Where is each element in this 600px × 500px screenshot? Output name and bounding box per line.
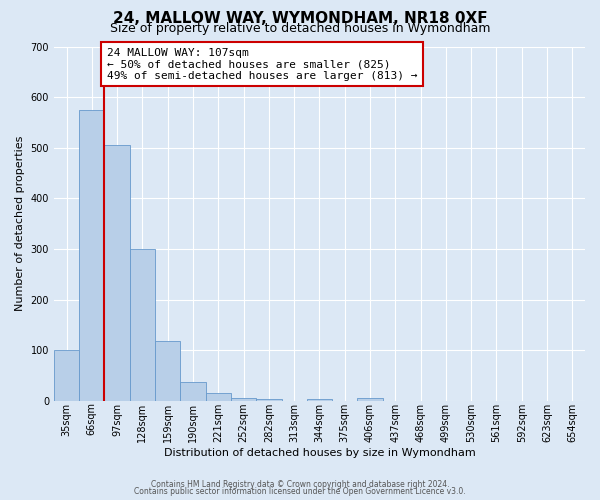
Bar <box>79 110 104 401</box>
Text: 24, MALLOW WAY, WYMONDHAM, NR18 0XF: 24, MALLOW WAY, WYMONDHAM, NR18 0XF <box>113 11 487 26</box>
Text: Size of property relative to detached houses in Wymondham: Size of property relative to detached ho… <box>110 22 490 35</box>
Bar <box>104 146 130 401</box>
Bar <box>231 398 256 401</box>
Bar <box>54 350 79 401</box>
Text: Contains public sector information licensed under the Open Government Licence v3: Contains public sector information licen… <box>134 487 466 496</box>
Y-axis label: Number of detached properties: Number of detached properties <box>15 136 25 312</box>
Bar <box>130 249 155 401</box>
X-axis label: Distribution of detached houses by size in Wymondham: Distribution of detached houses by size … <box>164 448 475 458</box>
Bar <box>358 398 383 401</box>
Text: 24 MALLOW WAY: 107sqm
← 50% of detached houses are smaller (825)
49% of semi-det: 24 MALLOW WAY: 107sqm ← 50% of detached … <box>107 48 418 80</box>
Bar <box>307 398 332 401</box>
Bar <box>256 398 281 401</box>
Bar <box>206 394 231 401</box>
Bar <box>155 342 181 401</box>
Text: Contains HM Land Registry data © Crown copyright and database right 2024.: Contains HM Land Registry data © Crown c… <box>151 480 449 489</box>
Bar <box>181 382 206 401</box>
